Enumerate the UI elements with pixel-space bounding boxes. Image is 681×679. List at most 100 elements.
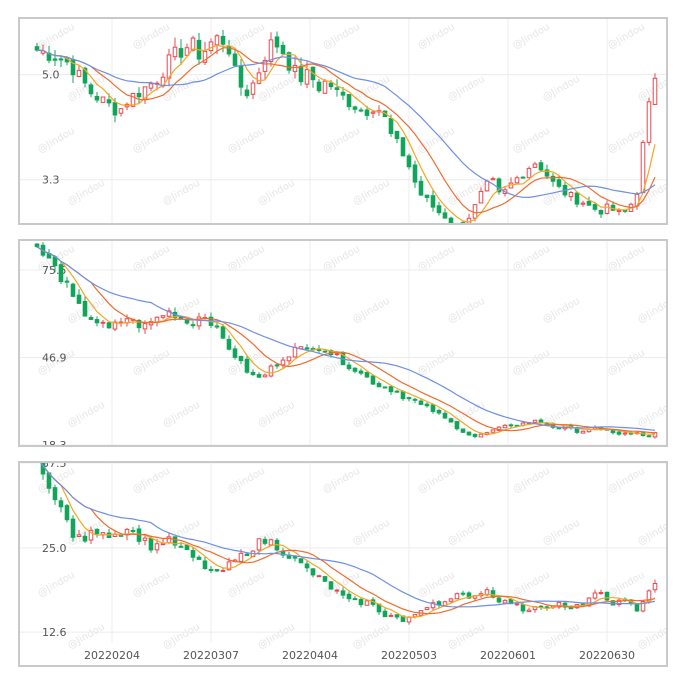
candle <box>502 599 508 604</box>
candle <box>472 433 478 439</box>
candle <box>640 140 646 194</box>
watermark: @Jindou <box>321 244 362 274</box>
candle <box>190 547 196 562</box>
ma-slow-line <box>40 463 656 608</box>
candle <box>640 600 646 613</box>
watermark: @Jindou <box>636 296 666 326</box>
candle <box>442 208 448 219</box>
candle <box>298 57 304 86</box>
candle <box>76 529 82 537</box>
candle <box>406 153 412 170</box>
candle <box>244 84 250 99</box>
candle <box>208 38 214 54</box>
candle <box>478 187 484 204</box>
candle <box>544 164 550 179</box>
candle <box>424 606 430 611</box>
candle <box>214 568 220 573</box>
watermark: @Jindou <box>636 74 666 104</box>
candle <box>526 607 532 613</box>
candle <box>190 321 196 329</box>
candle <box>508 423 514 428</box>
candle <box>400 137 406 157</box>
candle <box>430 190 436 212</box>
candle <box>106 321 112 329</box>
watermark: @Jindou <box>131 126 172 156</box>
watermark: @Jindou <box>161 400 202 430</box>
candle <box>232 345 238 360</box>
candle <box>298 558 304 564</box>
candle <box>268 364 274 378</box>
candle <box>202 41 208 65</box>
watermark: @Jindou <box>256 296 297 326</box>
candle <box>58 262 64 285</box>
watermark: @Jindou <box>511 22 552 52</box>
watermark: @Jindou <box>131 244 172 274</box>
candle <box>286 356 292 365</box>
candle <box>358 368 364 376</box>
y-tick-label: 25.0 <box>42 542 67 555</box>
candle <box>316 79 322 93</box>
candle <box>112 319 118 332</box>
ma-mid-line <box>36 246 656 434</box>
x-tick-label: 20220204 <box>84 649 140 662</box>
watermark: @Jindou <box>636 400 666 430</box>
candle <box>352 105 358 114</box>
chart-panel-2: @Jindou @Jindou @Jindou @Jindou @Jindou @Jind… <box>18 239 668 447</box>
watermark: @Jindou <box>321 22 362 52</box>
watermark: @Jindou <box>446 622 487 652</box>
candle <box>634 603 640 613</box>
candle <box>490 429 496 433</box>
y-tick-label: 18.3 <box>42 439 67 445</box>
candle <box>220 323 226 339</box>
candle <box>394 389 400 393</box>
watermark: @Jindou <box>416 244 457 274</box>
x-tick-label: 20220404 <box>282 649 338 662</box>
chart-panel-1: @Jindou @Jindou @Jindou @Jindou @Jindou @Jind… <box>18 17 668 225</box>
x-tick-label: 20220503 <box>381 649 437 662</box>
watermark: @Jindou <box>351 622 392 652</box>
candle <box>586 196 592 206</box>
candle <box>274 31 280 54</box>
watermark: @Jindou <box>161 178 202 208</box>
candle <box>142 535 148 546</box>
y-tick-label: 37.5 <box>42 463 67 470</box>
x-tick-label: 20220630 <box>579 649 635 662</box>
ma-fast-line <box>36 246 656 435</box>
candle <box>148 317 154 330</box>
candle <box>280 41 286 55</box>
candle <box>94 92 100 103</box>
candle <box>412 160 418 188</box>
watermark: @Jindou <box>606 22 647 52</box>
candle <box>70 515 76 542</box>
candle <box>382 386 388 389</box>
candle <box>550 173 556 187</box>
candle <box>310 568 316 578</box>
candle <box>340 351 346 366</box>
candle <box>226 335 232 351</box>
watermark: @Jindou <box>606 348 647 378</box>
candle <box>460 220 466 223</box>
candle <box>364 105 370 121</box>
candle <box>382 608 388 618</box>
watermark: @Jindou <box>351 296 392 326</box>
candle <box>376 381 382 388</box>
candle <box>262 373 268 378</box>
candle <box>250 79 256 100</box>
y-tick-label: 3.3 <box>42 174 60 187</box>
candle <box>286 51 292 74</box>
candle <box>100 532 106 540</box>
candle <box>136 87 142 105</box>
candle <box>346 94 352 111</box>
candle <box>388 612 394 617</box>
x-tick-label: 20220307 <box>183 649 239 662</box>
candle <box>616 598 622 607</box>
watermark: @Jindou <box>66 178 107 208</box>
candle <box>466 431 472 436</box>
candle <box>424 402 430 408</box>
watermark: @Jindou <box>511 126 552 156</box>
candle <box>208 566 214 574</box>
candle <box>532 419 538 424</box>
candle <box>316 574 322 578</box>
candle <box>604 591 610 602</box>
candle <box>244 355 250 374</box>
